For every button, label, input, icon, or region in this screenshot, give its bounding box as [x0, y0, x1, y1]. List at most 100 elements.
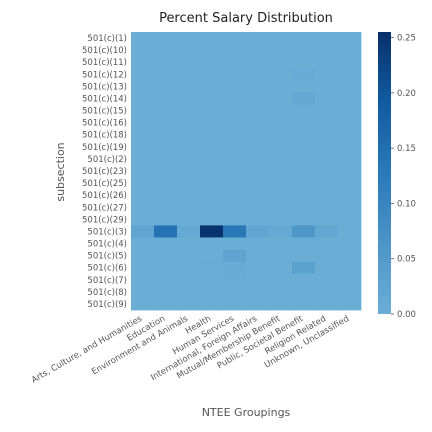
heatmap-cell [292, 273, 316, 287]
heatmap-cell [223, 140, 247, 154]
heatmap-cell [131, 140, 155, 154]
heatmap-cell [315, 189, 339, 202]
heatmap-cell [269, 164, 293, 178]
heatmap-cell [154, 261, 178, 275]
heatmap-cell [246, 177, 270, 190]
heatmap-cell [177, 152, 201, 166]
heatmap-cell [315, 128, 339, 142]
heatmap-cell [131, 128, 155, 142]
heatmap-cell [131, 297, 155, 311]
heatmap-cell [338, 164, 362, 178]
y-tick-label: 501(c)(29) [82, 215, 127, 225]
heatmap-cell [338, 56, 362, 69]
heatmap-cell [154, 164, 178, 178]
heatmap-cell [338, 68, 362, 81]
colorbar-tick-label: 0.25 [397, 34, 416, 44]
heatmap-cell [292, 56, 316, 69]
heatmap-cell [338, 273, 362, 287]
y-tick-label: 501(c)(16) [82, 119, 127, 129]
heatmap-cell [292, 128, 316, 142]
heatmap-cell [269, 297, 293, 311]
heatmap-cell [154, 285, 178, 299]
heatmap-cell [154, 92, 178, 105]
heatmap-cell [177, 80, 201, 93]
heatmap-cell [292, 32, 316, 45]
y-tick-label: 501(c)(26) [82, 191, 127, 201]
y-tick-label: 501(c)(18) [82, 131, 127, 141]
y-tick-label: 501(c)(7) [87, 276, 127, 286]
heatmap-cell [177, 273, 201, 287]
heatmap-cell [292, 213, 316, 226]
y-tick-label: 501(c)(8) [87, 288, 127, 298]
heatmap-cell [292, 249, 316, 263]
heatmap-cell [315, 261, 339, 275]
heatmap-cell [223, 44, 247, 57]
heatmap-cell [223, 104, 247, 118]
heatmap-cell [154, 189, 178, 202]
y-axis-label: subsection [54, 142, 67, 201]
heatmap-cell [177, 44, 201, 57]
heatmap-cell [269, 116, 293, 130]
heatmap-cell [338, 32, 362, 45]
heatmap-cell [292, 164, 316, 178]
heatmap-cell [223, 201, 247, 214]
heatmap-cell [292, 44, 316, 57]
heatmap-cell [269, 225, 293, 238]
heatmap-cell [177, 237, 201, 250]
heatmap-cell [315, 140, 339, 154]
heatmap-cell [177, 213, 201, 226]
y-tick-label: 501(c)(14) [82, 94, 127, 104]
heatmap-cell [177, 32, 201, 45]
heatmap-cell [131, 164, 155, 178]
heatmap-cell [315, 285, 339, 299]
heatmap-cell [154, 128, 178, 142]
y-tick-label: 501(c)(27) [82, 203, 127, 213]
heatmap-cell [223, 116, 247, 130]
heatmap-cell [269, 104, 293, 118]
heatmap-cell [292, 140, 316, 154]
y-tick-label: 501(c)(12) [82, 70, 127, 80]
heatmap-cell [177, 249, 201, 263]
heatmap-cell [223, 152, 247, 166]
heatmap-cell [269, 285, 293, 299]
heatmap-cell [292, 201, 316, 214]
heatmap-cell [269, 44, 293, 57]
heatmap-cell [246, 152, 270, 166]
y-tick-label: 501(c)(19) [82, 143, 127, 153]
heatmap-cell [246, 44, 270, 57]
heatmap-cell [200, 128, 224, 142]
heatmap-cell [200, 273, 224, 287]
heatmap-cell [315, 213, 339, 226]
heatmap-cell [269, 68, 293, 81]
heatmap-cell [246, 140, 270, 154]
heatmap-cell [200, 104, 224, 118]
heatmap-cell [154, 32, 178, 45]
heatmap-cell [338, 213, 362, 226]
heatmap-cell [200, 297, 224, 311]
heatmap-cell [177, 177, 201, 190]
heatmap-cell [223, 237, 247, 250]
heatmap-cell [292, 92, 316, 105]
heatmap-cell [223, 189, 247, 202]
heatmap-cell [177, 261, 201, 275]
heatmap-cells [131, 32, 362, 311]
heatmap-cell [200, 56, 224, 69]
heatmap-cell [315, 201, 339, 214]
heatmap-cell [338, 152, 362, 166]
heatmap-cell [223, 261, 247, 275]
heatmap-cell [177, 297, 201, 311]
y-tick-label: 501(c)(6) [87, 264, 127, 274]
y-tick-label: 501(c)(10) [82, 46, 127, 56]
y-tick-label: 501(c)(23) [82, 167, 127, 177]
heatmap-cell [292, 104, 316, 118]
heatmap-cell [246, 92, 270, 105]
heatmap-cell [246, 104, 270, 118]
heatmap-cell [131, 261, 155, 275]
heatmap-cell [223, 128, 247, 142]
heatmap-cell [154, 152, 178, 166]
colorbar-tick-label: 0.15 [397, 144, 416, 154]
heatmap-cell [246, 128, 270, 142]
heatmap-cell [131, 237, 155, 250]
heatmap-cell [177, 92, 201, 105]
heatmap-cell [338, 297, 362, 311]
